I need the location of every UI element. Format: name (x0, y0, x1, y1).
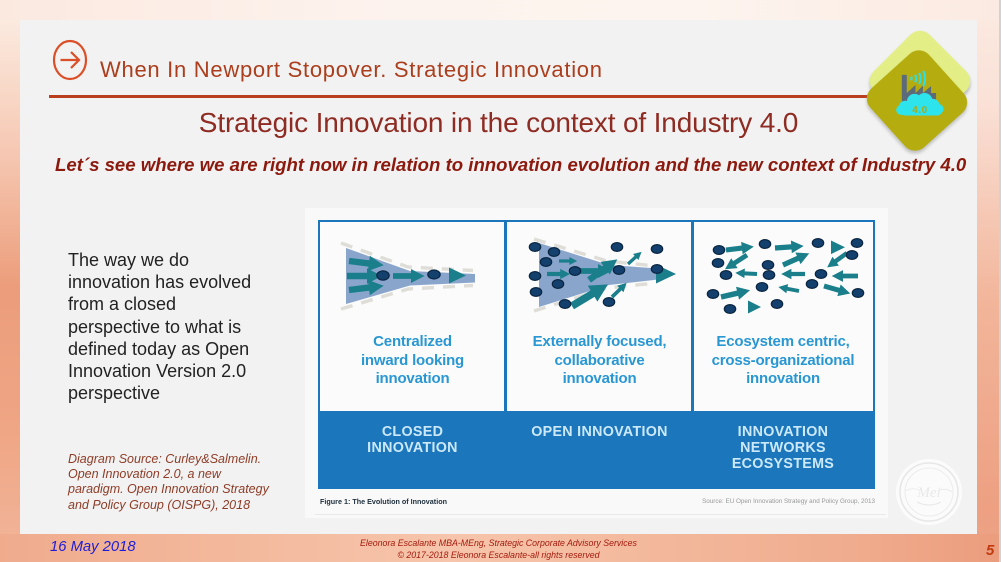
svg-text:4.0: 4.0 (912, 105, 927, 116)
svg-text:Mei: Mei (916, 485, 940, 501)
